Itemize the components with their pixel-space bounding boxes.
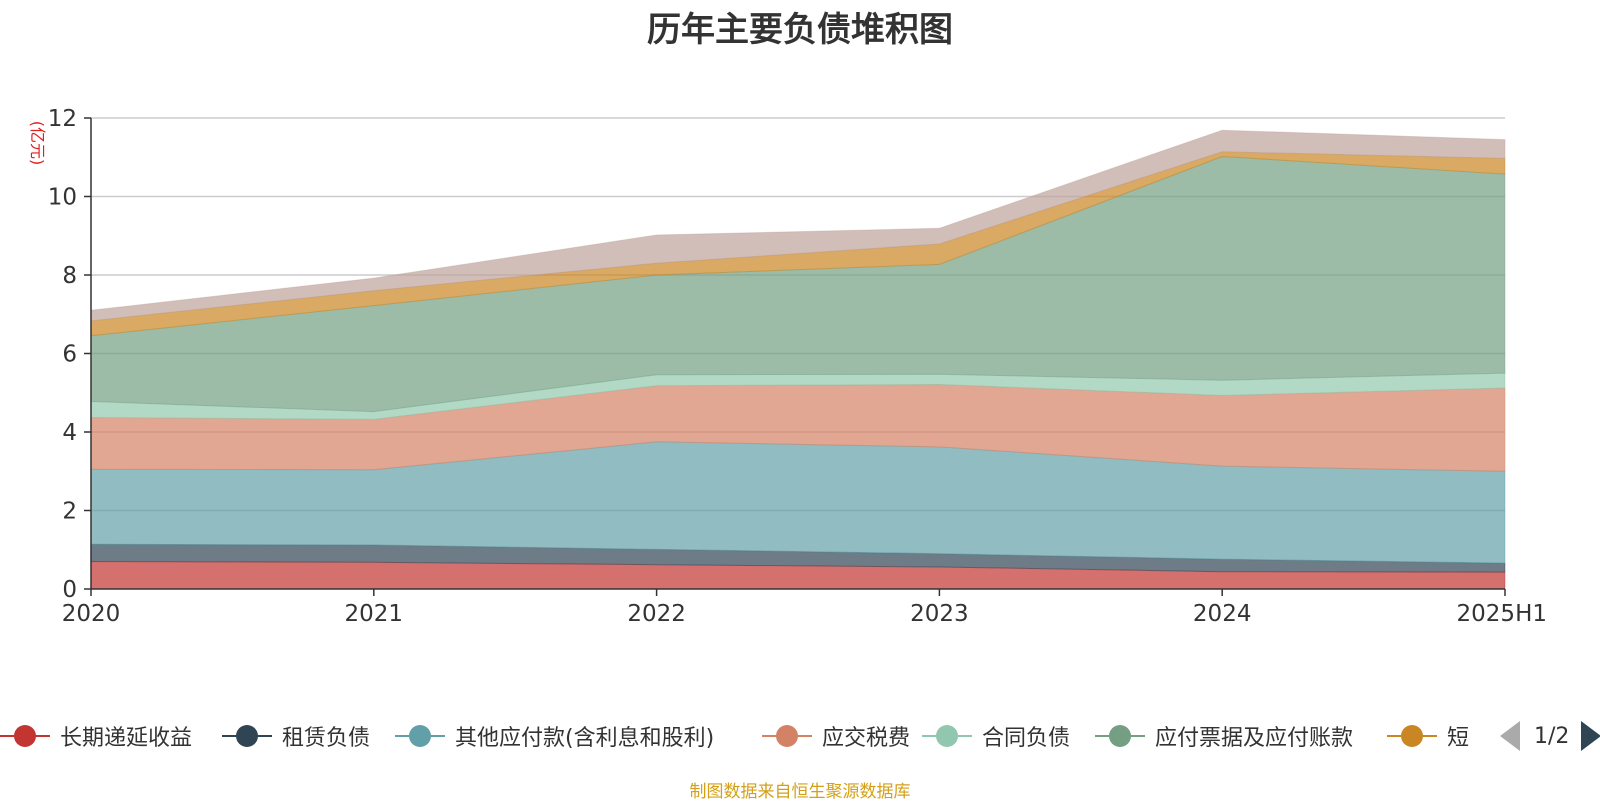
stacked-areas bbox=[90, 129, 1506, 590]
legend-item[interactable]: 其他应付款(含利息和股利) bbox=[395, 718, 714, 754]
x-tick-label: 2025H1 bbox=[1457, 601, 1547, 627]
legend-label: 其他应付款(含利息和股利) bbox=[455, 726, 715, 751]
pager-next-icon[interactable] bbox=[1581, 721, 1600, 751]
y-tick-label: 6 bbox=[62, 342, 77, 368]
legend-item[interactable]: 应交税费 bbox=[762, 718, 910, 754]
legend-item[interactable]: 合同负债 bbox=[922, 718, 1070, 754]
y-tick-label: 8 bbox=[62, 263, 77, 289]
legend-swatch-icon bbox=[922, 718, 972, 754]
legend-label: 应交税费 bbox=[822, 726, 911, 751]
pager-prev-icon[interactable] bbox=[1500, 721, 1520, 751]
legend-swatch-icon bbox=[395, 718, 445, 754]
legend-label: 租赁负债 bbox=[282, 726, 371, 751]
y-tick-label: 0 bbox=[62, 577, 77, 603]
x-tick-label: 2024 bbox=[1193, 601, 1252, 627]
y-tick-label: 2 bbox=[62, 499, 77, 525]
legend-item[interactable]: 租赁负债 bbox=[222, 718, 370, 754]
source-note: 制图数据来自恒生聚源数据库 bbox=[689, 782, 911, 802]
y-tick-label: 12 bbox=[48, 106, 77, 132]
area-series-应付票据及应付账款[interactable] bbox=[90, 155, 1506, 413]
area-series-其他[interactable] bbox=[90, 129, 1506, 322]
legend-item[interactable]: 应付票据及应付账款 bbox=[1095, 718, 1353, 754]
y-axis-unit-label: (亿元) bbox=[28, 121, 47, 166]
legend-label: 长期递延收益 bbox=[60, 726, 193, 751]
legend-label: 应付票据及应付账款 bbox=[1155, 726, 1354, 751]
axes: 0 2 4 6 8 10 12 2020 2021 2022 2023 2024 2025H1 bbox=[48, 106, 1547, 627]
legend-pager: 1/2 bbox=[1500, 718, 1600, 754]
legend-swatch-icon bbox=[1095, 718, 1145, 754]
legend-swatch-icon bbox=[762, 718, 812, 754]
x-tick-label: 2021 bbox=[345, 601, 404, 627]
y-tick-label: 4 bbox=[62, 420, 77, 446]
legend-item[interactable]: 短 bbox=[1387, 718, 1469, 754]
x-tick-label: 2022 bbox=[627, 601, 686, 627]
legend: 长期递延收益 租赁负债 其他应付款(含利息和股利) 应交税费 合同负债 应付票据及应付账款… bbox=[0, 718, 1490, 754]
legend-item[interactable]: 长期递延收益 bbox=[0, 718, 192, 754]
legend-label: 合同负债 bbox=[982, 726, 1071, 751]
legend-swatch-icon bbox=[222, 718, 272, 754]
legend-label: 短 bbox=[1447, 726, 1470, 751]
x-tick-label: 2023 bbox=[910, 601, 969, 627]
x-tick-label: 2020 bbox=[62, 601, 121, 627]
legend-page-indicator: 1/2 bbox=[1534, 723, 1570, 749]
y-tick-label: 10 bbox=[48, 185, 77, 211]
legend-swatch-icon bbox=[1387, 718, 1437, 754]
legend-swatch-icon bbox=[0, 718, 50, 754]
chart-title: 历年主要负债堆积图 bbox=[647, 10, 953, 50]
